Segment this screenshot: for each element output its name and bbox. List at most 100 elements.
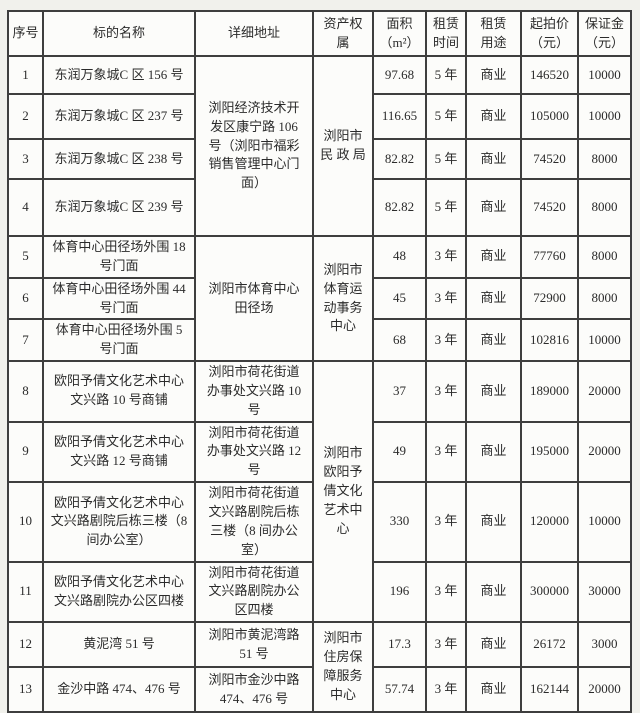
cell-area: 57.74	[372, 666, 427, 713]
cell-deposit: 30000	[577, 560, 632, 624]
cell-start-price: 72900	[520, 276, 579, 321]
cell-start-price: 102816	[520, 318, 579, 363]
cell-address: 浏阳市荷花街道文兴路剧院后栋三楼（8 间办公室）	[194, 481, 314, 563]
cell-deposit: 20000	[577, 360, 632, 423]
header-index: 序号	[7, 10, 44, 57]
cell-deposit: 10000	[577, 481, 632, 563]
cell-lot-name: 欧阳予倩文化艺术中心文兴路剧院办公区四楼	[42, 560, 196, 624]
cell-area: 116.65	[372, 93, 427, 140]
cell-lease-use: 商业	[465, 621, 522, 669]
cell-lease-use: 商业	[465, 318, 522, 363]
cell-address: 浏阳市金沙中路 474、476 号	[194, 666, 314, 713]
cell-lot-name: 东润万象城C 区 238 号	[42, 138, 196, 180]
table-row: 9 欧阳予倩文化艺术中心文兴路 12 号商铺 浏阳市荷花街道办事处文兴路 12 …	[7, 420, 632, 484]
cell-area: 37	[372, 360, 427, 423]
cell-start-price: 195000	[520, 420, 579, 484]
cell-lease-use: 商业	[465, 93, 522, 140]
cell-deposit: 8000	[577, 235, 632, 279]
header-line: 起拍价	[529, 15, 569, 31]
table-row: 5 体育中心田径场外围 18 号门面 浏阳市体育中心田径场 浏阳市体育运动事务中…	[7, 234, 632, 363]
header-deposit: 保证金 （元）	[577, 10, 632, 57]
cell-index: 7	[7, 318, 44, 363]
cell-lease-term: 3 年	[425, 235, 467, 279]
scanned-document-page: { "colors": { "page_bg": "#f1f1ec", "cel…	[0, 10, 640, 713]
cell-deposit: 8000	[577, 276, 632, 321]
table-row: 11 欧阳予倩文化艺术中心文兴路剧院办公区四楼 浏阳市荷花街道文兴路剧院办公区四…	[7, 560, 632, 624]
cell-lot-name: 体育中心田径场外围 44 号门面	[42, 276, 196, 321]
cell-address: 浏阳市荷花街道办事处文兴路 12 号	[194, 420, 314, 484]
cell-area: 49	[372, 420, 427, 484]
auction-lots-table: 序号 标的名称 详细地址 资产权属 面积 （m²） 租赁 时间 租赁 用途 起拍价 （元…	[7, 10, 632, 713]
header-line: 租赁	[432, 15, 459, 31]
header-lease-term: 租赁 时间	[425, 10, 467, 57]
cell-lease-term: 3 年	[425, 318, 467, 363]
cell-lease-use: 商业	[465, 420, 522, 484]
cell-deposit: 3000	[577, 621, 632, 669]
header-line: 属	[336, 34, 350, 50]
cell-start-price: 74520	[520, 138, 579, 180]
cell-area: 196	[372, 560, 427, 624]
cell-start-price: 162144	[520, 666, 579, 713]
cell-lease-term: 3 年	[425, 420, 467, 484]
cell-ownership: 浏阳市体育运动事务中心	[312, 234, 374, 363]
cell-lease-term: 5 年	[425, 138, 467, 180]
cell-start-price: 146520	[520, 55, 579, 95]
cell-deposit: 20000	[577, 420, 632, 484]
cell-lease-term: 3 年	[425, 621, 467, 669]
cell-lease-term: 5 年	[425, 55, 467, 95]
cell-lease-use: 商业	[465, 560, 522, 624]
cell-deposit: 8000	[577, 138, 632, 180]
cell-area: 82.82	[372, 138, 427, 180]
header-ownership: 资产权属	[312, 10, 374, 57]
table-row: 7 体育中心田径场外围 5 号门面 68 3 年 商业 102816 10000	[7, 318, 632, 363]
cell-lease-use: 商业	[465, 235, 522, 279]
cell-area: 330	[372, 481, 427, 563]
header-line: 面积	[386, 15, 413, 31]
header-lot-name: 标的名称	[42, 10, 196, 57]
cell-index: 10	[7, 481, 44, 563]
cell-address: 浏阳经济技术开发区康宁路 106 号（浏阳市福彩销售管理中心门面）	[194, 55, 314, 237]
cell-index: 9	[7, 420, 44, 484]
cell-lot-name: 东润万象城C 区 239 号	[42, 178, 196, 237]
cell-area: 97.68	[372, 55, 427, 95]
header-row: 序号 标的名称 详细地址 资产权属 面积 （m²） 租赁 时间 租赁 用途 起拍价 （元…	[7, 10, 632, 57]
cell-lot-name: 欧阳予倩文化艺术中心文兴路剧院后栋三楼（8 间办公室）	[42, 481, 196, 563]
cell-start-price: 120000	[520, 481, 579, 563]
cell-lease-term: 5 年	[425, 93, 467, 140]
cell-lot-name: 金沙中路 474、476 号	[42, 666, 196, 713]
cell-deposit: 10000	[577, 55, 632, 95]
header-lease-use: 租赁 用途	[465, 10, 522, 57]
cell-start-price: 189000	[520, 360, 579, 423]
header-line: 保证金	[584, 15, 624, 31]
cell-lease-use: 商业	[465, 666, 522, 713]
header-start-price: 起拍价 （元）	[520, 10, 579, 57]
cell-ownership: 浏阳市欧阳予倩文化艺术中心	[312, 360, 374, 624]
header-line: （m²）	[379, 34, 420, 50]
header-line: （元）	[529, 34, 569, 50]
table-row: 2 东润万象城C 区 237 号 116.65 5 年 商业 105000 10…	[7, 93, 632, 140]
cell-index: 1	[7, 55, 44, 95]
cell-lease-term: 3 年	[425, 481, 467, 563]
cell-deposit: 10000	[577, 93, 632, 140]
cell-ownership: 浏阳市民 政 局	[312, 55, 374, 237]
header-line: （元）	[584, 34, 624, 50]
cell-deposit: 20000	[577, 666, 632, 713]
cell-lease-use: 商业	[465, 55, 522, 95]
cell-index: 11	[7, 560, 44, 624]
header-line: 租赁	[480, 15, 507, 31]
cell-area: 82.82	[372, 178, 427, 237]
table-row: 4 东润万象城C 区 239 号 82.82 5 年 商业 74520 8000	[7, 178, 632, 237]
cell-lease-use: 商业	[465, 481, 522, 563]
cell-address: 浏阳市体育中心田径场	[194, 234, 314, 363]
cell-area: 17.3	[372, 621, 427, 669]
cell-lease-term: 3 年	[425, 276, 467, 321]
table-row: 8 欧阳予倩文化艺术中心文兴路 10 号商铺 浏阳市荷花街道办事处文兴路 10 …	[7, 360, 632, 624]
header-line: 用途	[480, 34, 507, 50]
cell-deposit: 8000	[577, 178, 632, 237]
cell-lot-name: 体育中心田径场外围 5 号门面	[42, 318, 196, 363]
cell-lease-use: 商业	[465, 178, 522, 237]
cell-index: 6	[7, 276, 44, 321]
cell-area: 48	[372, 235, 427, 279]
cell-lease-use: 商业	[465, 276, 522, 321]
cell-start-price: 77760	[520, 235, 579, 279]
